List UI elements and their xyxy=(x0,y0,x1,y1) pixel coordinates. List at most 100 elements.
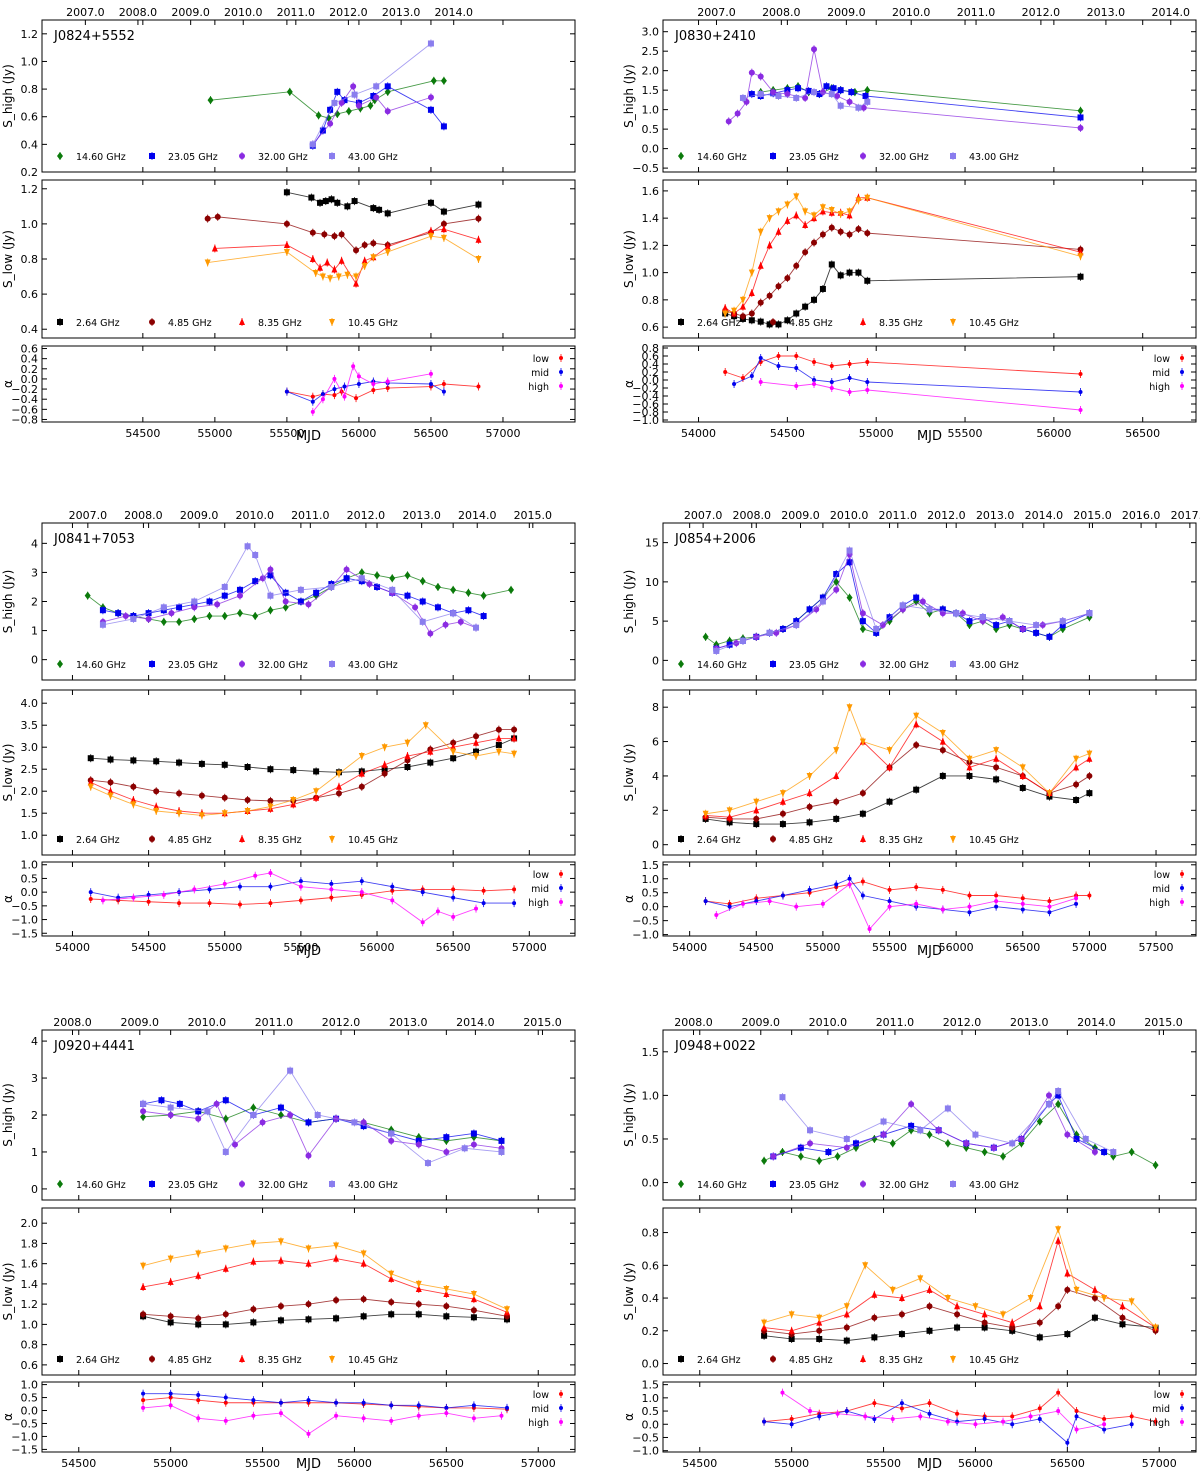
data-point xyxy=(427,199,434,206)
y-tick-label: 4 xyxy=(31,1035,38,1048)
data-point xyxy=(298,898,303,903)
data-point xyxy=(331,233,338,240)
data-point xyxy=(981,1319,988,1326)
x-tick-label: 54500 xyxy=(125,427,160,440)
y-tick-label: 1.2 xyxy=(21,1298,39,1311)
data-point xyxy=(367,101,374,110)
data-point xyxy=(443,1285,450,1293)
y-tick-label: 3 xyxy=(31,1072,38,1085)
series-line-43-00-ghz xyxy=(782,1090,1114,1153)
data-point xyxy=(373,94,380,101)
data-point xyxy=(350,83,357,90)
data-point xyxy=(389,1403,394,1408)
data-point xyxy=(338,256,345,264)
data-point xyxy=(332,393,337,398)
alpha-y-label: α xyxy=(622,895,636,903)
data-point xyxy=(913,712,920,720)
legend-marker xyxy=(950,319,956,326)
legend-label: 10.45 GHz xyxy=(348,318,398,329)
data-point xyxy=(278,1411,283,1416)
data-point xyxy=(416,1403,421,1408)
data-point xyxy=(793,211,800,219)
legend-label: 2.64 GHz xyxy=(76,318,120,329)
data-point xyxy=(390,888,395,893)
data-point xyxy=(1055,1100,1062,1109)
data-point xyxy=(828,91,835,98)
alpha-frame xyxy=(41,1381,576,1453)
x-tick-label: 54500 xyxy=(131,941,166,954)
legend-marker xyxy=(149,1181,155,1187)
legend-label: high xyxy=(528,1418,549,1429)
alpha-frame xyxy=(41,345,576,423)
data-point xyxy=(385,379,390,384)
data-point xyxy=(757,91,764,98)
series-line-high xyxy=(716,883,1077,930)
alpha-frame xyxy=(662,345,1197,423)
legend-marker xyxy=(860,153,866,159)
legend-marker xyxy=(329,836,335,843)
y-tick-label: −0.4 xyxy=(632,390,659,403)
legend-marker xyxy=(950,1181,956,1187)
data-point xyxy=(390,884,395,889)
source-name: J0830+2410 xyxy=(674,29,756,44)
y-tick-label: 2.0 xyxy=(21,1217,39,1230)
y-tick-label: 0.8 xyxy=(642,1227,660,1240)
data-point xyxy=(963,1140,970,1147)
data-point xyxy=(176,759,183,766)
y-tick-label: 0.0 xyxy=(642,1358,660,1371)
x-tick-label: 55000 xyxy=(153,1457,188,1470)
data-point xyxy=(470,1130,477,1137)
y-tick-label: −0.4 xyxy=(11,393,38,406)
y-tick-label: 3 xyxy=(31,566,38,579)
y-tick-label: −0.6 xyxy=(11,403,38,416)
data-point xyxy=(753,798,760,806)
data-point xyxy=(808,1409,813,1414)
data-point xyxy=(1082,1135,1089,1142)
data-point xyxy=(844,1409,849,1414)
data-point xyxy=(847,390,852,394)
data-point xyxy=(890,1416,895,1421)
x-tick-label: 54000 xyxy=(672,941,707,954)
series-line-43-00-ghz xyxy=(143,1069,502,1164)
data-point xyxy=(940,887,945,892)
chart-j0824-5552: 2007.0 2008.0 2009.0 2010.0 2011.0 2012.0 2013… xyxy=(1,6,576,444)
data-point xyxy=(333,1315,340,1322)
data-point xyxy=(859,618,866,625)
data-point xyxy=(130,801,137,809)
y-tick-label: 1.0 xyxy=(21,55,39,68)
data-point xyxy=(776,354,781,358)
legend-label: 10.45 GHz xyxy=(969,318,1019,329)
data-point xyxy=(351,198,358,205)
data-point xyxy=(140,1282,147,1290)
data-point xyxy=(283,220,290,227)
year-tick-label: 2014.0 xyxy=(1025,509,1064,522)
data-point xyxy=(843,1324,850,1331)
data-point xyxy=(358,753,365,760)
legend-label: 8.35 GHz xyxy=(879,835,923,846)
y-tick-label: 4 xyxy=(31,537,38,550)
data-point xyxy=(811,296,818,303)
data-point xyxy=(1074,901,1079,906)
data-point xyxy=(427,630,434,637)
y-tick-label: 0.0 xyxy=(642,901,660,914)
data-point xyxy=(160,604,167,611)
data-point xyxy=(480,613,487,620)
year-tick-label: 2008.0 xyxy=(674,1016,713,1029)
data-point xyxy=(1086,754,1093,762)
data-point xyxy=(360,1259,367,1267)
data-point xyxy=(371,388,376,393)
data-point xyxy=(793,310,800,317)
data-point xyxy=(846,208,853,216)
data-point xyxy=(1074,1414,1079,1419)
data-point xyxy=(250,1257,257,1265)
data-point xyxy=(444,1405,449,1410)
data-point xyxy=(739,637,746,644)
x-tick-label: 56500 xyxy=(413,427,448,440)
legend-marker xyxy=(678,1180,684,1188)
data-point xyxy=(1019,764,1026,772)
data-point xyxy=(381,766,388,773)
low-y-label: S_low (Jy) xyxy=(622,230,636,288)
x-tick-label: 54000 xyxy=(55,941,90,954)
legend-marker xyxy=(239,153,245,159)
data-point xyxy=(714,913,719,918)
